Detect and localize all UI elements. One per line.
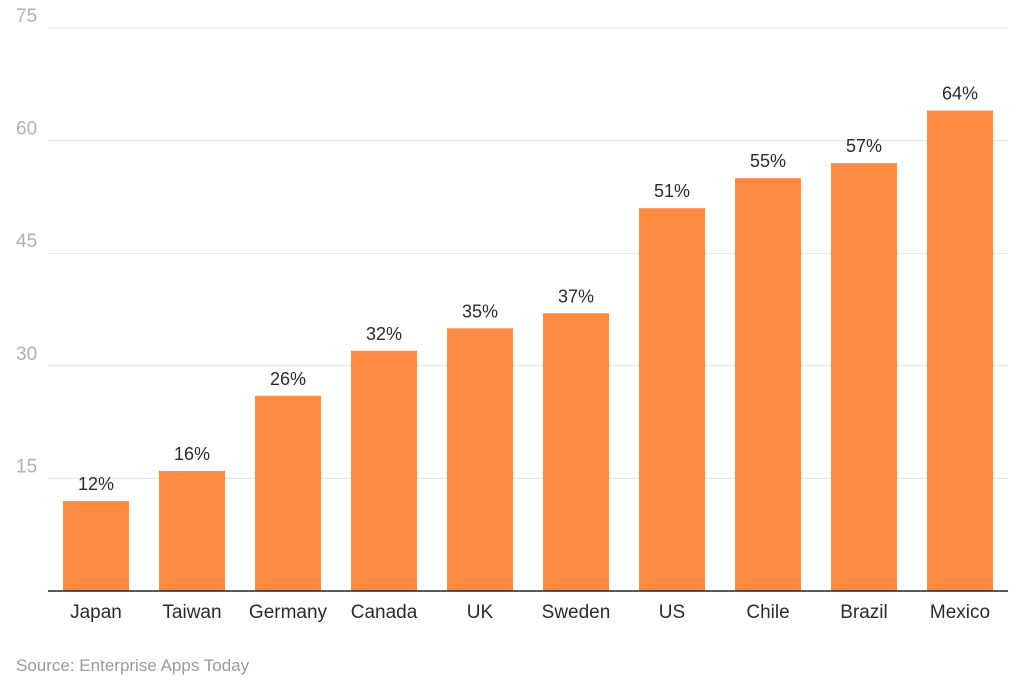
bar-chile xyxy=(735,178,801,591)
bar-sweden xyxy=(543,313,609,591)
x-axis-ticks: Japan Taiwan Germany Canada UK Sweden US Chile B… xyxy=(70,602,990,623)
bar-us xyxy=(639,208,705,591)
x-tick-label-canada: Canada xyxy=(351,602,418,623)
bar-uk xyxy=(447,328,513,591)
bar-taiwan xyxy=(159,470,225,591)
x-tick-label-chile: Chile xyxy=(746,602,789,623)
data-label-japan: 12% xyxy=(78,474,114,494)
bar-canada xyxy=(351,350,417,591)
y-tick-label: 45 xyxy=(16,231,37,252)
data-label-germany: 26% xyxy=(270,369,306,389)
x-tick-label-taiwan: Taiwan xyxy=(162,602,221,623)
x-tick-label-uk: UK xyxy=(467,602,494,623)
bar-germany xyxy=(255,395,321,591)
data-label-mexico: 64% xyxy=(942,84,978,104)
bar-mexico xyxy=(927,110,993,591)
x-tick-label-japan: Japan xyxy=(70,602,122,623)
data-label-canada: 32% xyxy=(366,324,402,344)
x-tick-label-mexico: Mexico xyxy=(930,602,990,623)
y-tick-label: 75 xyxy=(16,6,37,27)
data-label-sweden: 37% xyxy=(558,286,594,306)
data-labels: 12% 16% 26% 32% 35% 37% 51% 55% 57% 64% xyxy=(78,84,978,494)
data-label-chile: 55% xyxy=(750,151,786,171)
data-label-uk: 35% xyxy=(462,301,498,321)
x-tick-label-us: US xyxy=(659,602,685,623)
bar-brazil xyxy=(831,163,897,591)
y-tick-label: 30 xyxy=(16,344,37,365)
y-tick-label: 60 xyxy=(16,119,37,140)
y-tick-label: 15 xyxy=(16,456,37,477)
data-label-us: 51% xyxy=(654,181,690,201)
source-note: Source: Enterprise Apps Today xyxy=(16,656,250,675)
x-tick-label-sweden: Sweden xyxy=(542,602,611,623)
x-tick-label-germany: Germany xyxy=(249,602,328,623)
x-tick-label-brazil: Brazil xyxy=(840,602,888,623)
bar-japan xyxy=(63,500,129,591)
bars xyxy=(63,110,993,591)
data-label-brazil: 57% xyxy=(846,136,882,156)
y-axis-ticks: 15 30 45 60 75 xyxy=(16,6,37,477)
data-label-taiwan: 16% xyxy=(174,444,210,464)
